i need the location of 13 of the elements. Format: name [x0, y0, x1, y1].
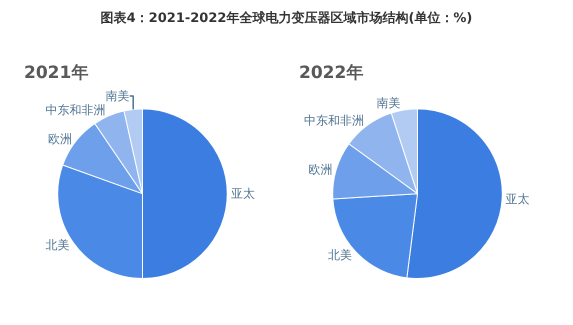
slice-label: 中东和非洲 [45, 102, 106, 117]
chart-subtitle: 2021年 [24, 63, 88, 83]
slice-label: 南美 [376, 96, 401, 110]
text: 图表4：2021-2022年全球电力变压器区域市场结构(单位：%) [100, 10, 472, 26]
chart-subtitle: 2022年 [299, 63, 364, 83]
slice-label: 亚太 [506, 192, 530, 206]
slice-label: 欧洲 [308, 162, 333, 176]
slice-label: 中东和非洲 [304, 114, 364, 128]
slice-label: 欧洲 [48, 132, 72, 146]
slice-label: 南美 [106, 88, 130, 103]
slice-label: 北美 [328, 248, 352, 262]
slice-label: 北美 [46, 238, 70, 252]
slice-label: 亚太 [230, 186, 255, 201]
